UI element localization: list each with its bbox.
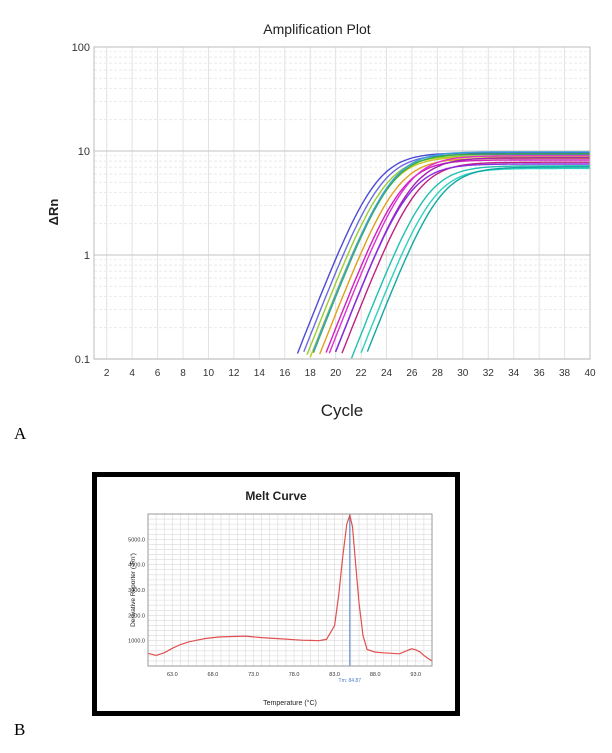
melt-x-tick-label: 73.0 bbox=[248, 672, 259, 678]
y-tick-label: 0.1 bbox=[75, 354, 90, 366]
x-tick-label: 22 bbox=[356, 368, 368, 379]
x-tick-label: 14 bbox=[254, 368, 266, 379]
melt-y-axis-label: Derivative Reporter (-Rn') bbox=[130, 553, 137, 627]
melt-y-tick-label: 1000.0 bbox=[128, 639, 145, 645]
x-tick-label: 40 bbox=[584, 368, 596, 379]
panel-label-a: A bbox=[14, 424, 27, 443]
melt-y-tick-label: 4000.0 bbox=[128, 563, 145, 569]
amplification-curve bbox=[341, 161, 590, 354]
x-tick-label: 18 bbox=[305, 368, 317, 379]
melt-y-tick-label: 3000.0 bbox=[128, 588, 145, 594]
melt-x-tick-label: 78.0 bbox=[289, 672, 300, 678]
x-tick-label: 8 bbox=[180, 368, 186, 379]
chart-title: Amplification Plot bbox=[263, 21, 370, 37]
melt-plot-frame bbox=[147, 513, 433, 667]
melt-curve-frame bbox=[92, 472, 460, 716]
x-tick-label: 32 bbox=[483, 368, 495, 379]
x-tick-labels: 2 4 6 8 10 12 14 16 18 20 22 24 26 28 30 32 34 36 38 40 bbox=[104, 368, 596, 379]
melt-x-tick-labels: 63.0 68.0 73.0 78.0 83.0 88.0 93.0 bbox=[167, 672, 421, 678]
plot-frame bbox=[93, 46, 591, 360]
y-tick-label: 10 bbox=[78, 146, 90, 158]
melt-y-tick-label: 2000.0 bbox=[128, 613, 145, 619]
melt-title: Melt Curve bbox=[245, 489, 307, 503]
panel-label-b: B bbox=[14, 720, 26, 739]
y-tick-label: 100 bbox=[72, 42, 90, 54]
x-tick-label: 38 bbox=[559, 368, 571, 379]
amplification-curve bbox=[366, 166, 590, 352]
x-tick-label: 10 bbox=[203, 368, 215, 379]
melt-x-tick-label: 88.0 bbox=[370, 672, 381, 678]
amplification-curve bbox=[312, 151, 590, 352]
melt-y-tick-labels: 1000.0 2000.0 3000.0 4000.0 5000.0 bbox=[128, 537, 145, 644]
x-tick-label: 24 bbox=[381, 368, 393, 379]
x-tick-label: 4 bbox=[129, 368, 135, 379]
amplification-curve bbox=[334, 163, 590, 352]
x-tick-label: 34 bbox=[508, 368, 520, 379]
melt-x-tick-label: 68.0 bbox=[208, 672, 219, 678]
x-tick-label: 12 bbox=[228, 368, 240, 379]
melt-curve-line bbox=[147, 513, 433, 662]
melt-x-tick-label: 63.0 bbox=[167, 672, 178, 678]
melt-x-axis-label: Temperature (°C) bbox=[263, 699, 317, 707]
series-group bbox=[296, 151, 590, 359]
y-tick-label: 1 bbox=[84, 250, 90, 262]
amplification-curve bbox=[325, 159, 590, 353]
x-tick-label: 20 bbox=[330, 368, 342, 379]
amplification-curve bbox=[350, 165, 590, 359]
amplification-curve bbox=[312, 153, 590, 354]
x-tick-label: 16 bbox=[279, 368, 291, 379]
x-axis-label: Cycle bbox=[321, 401, 364, 420]
melt-y-tick-label: 5000.0 bbox=[128, 537, 145, 543]
x-tick-label: 28 bbox=[432, 368, 444, 379]
melt-x-tick-label: 93.0 bbox=[410, 672, 421, 678]
y-tick-labels: 0.1 1 10 100 bbox=[72, 42, 90, 366]
amplification-curve bbox=[328, 155, 590, 354]
amplification-plot: Amplification Plot 2 4 6 8 10 12 14 16 18 20 22 24 2… bbox=[46, 21, 596, 420]
x-tick-label: 2 bbox=[104, 368, 110, 379]
melt-x-tick-label: 83.0 bbox=[329, 672, 340, 678]
tm-label: Tm: 84.87 bbox=[339, 678, 362, 684]
x-tick-label: 26 bbox=[406, 368, 418, 379]
x-tick-label: 6 bbox=[155, 368, 161, 379]
x-tick-label: 30 bbox=[457, 368, 469, 379]
x-tick-label: 36 bbox=[534, 368, 546, 379]
y-axis-label: ΔRn bbox=[46, 199, 61, 226]
melt-grid bbox=[147, 513, 433, 667]
